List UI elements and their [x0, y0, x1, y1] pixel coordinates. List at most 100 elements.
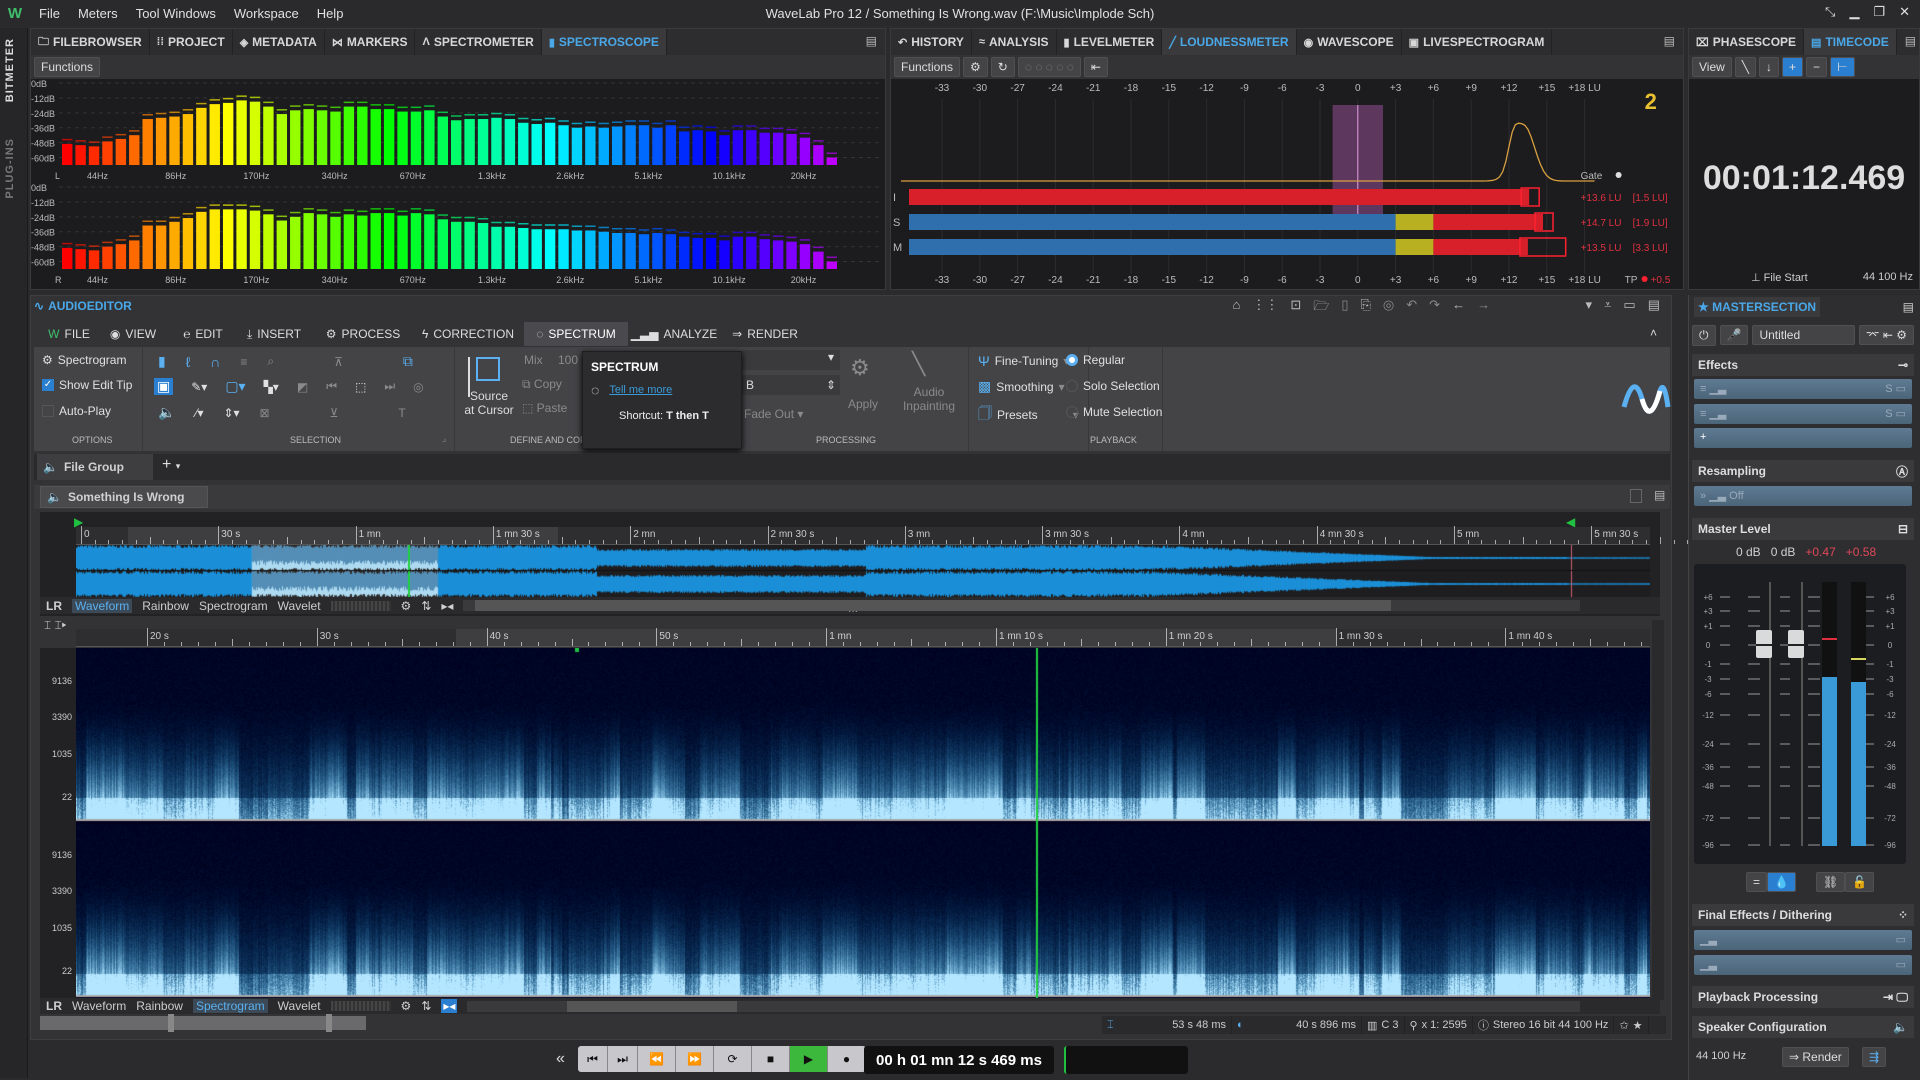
target-icon[interactable]: ◎ — [413, 379, 424, 394]
view-mode-spectrogram[interactable]: Spectrogram — [198, 598, 268, 613]
frame-icon[interactable]: ▢▾ — [225, 378, 246, 394]
ribbon-tab-process[interactable]: ⚙ PROCESS — [322, 322, 404, 346]
audio-format[interactable]: ⓘ Stereo 16 bit 44 100 Hz — [1473, 1016, 1615, 1034]
tab-mastersection[interactable]: ★ MASTERSECTION — [1694, 297, 1821, 317]
effect-slot[interactable]: ≡ ▁▃ S ▭ — [1694, 404, 1912, 424]
splitter-handle[interactable]: ··· — [848, 606, 858, 617]
tab-livespectrogram[interactable]: ▣ LIVESPECTROGRAM — [1402, 29, 1553, 55]
save-as-icon[interactable]: ⎘ — [1360, 297, 1371, 312]
panel-menu-icon[interactable]: ▤ — [865, 34, 877, 48]
vertical-scrollbar[interactable] — [1652, 620, 1664, 1000]
tab-history[interactable]: ↶ HISTORY — [891, 29, 972, 55]
view-button[interactable]: View — [1692, 57, 1732, 77]
collapse-ribbon-icon[interactable]: ˄ — [1650, 326, 1658, 340]
cursor-position[interactable]: ◐ 40 s 896 ms — [1232, 1016, 1362, 1034]
redo-icon[interactable]: ↷ — [1429, 297, 1441, 312]
chain-icon[interactable]: ⛓ — [1815, 872, 1846, 892]
loop-button[interactable]: ⟳ — [714, 1046, 752, 1072]
dock-left-icon[interactable]: ⇤ — [1083, 57, 1108, 77]
gain-right[interactable]: 0 dB — [1770, 545, 1796, 559]
slash-icon[interactable]: ╲ — [1734, 57, 1757, 77]
radio-solo-selection[interactable]: Solo Selection — [1066, 379, 1160, 393]
settings-icon[interactable]: ⚙ — [963, 57, 988, 77]
maximize-icon[interactable]: ❐ — [1873, 4, 1886, 19]
copy-selection-icon[interactable]: ⧉ — [402, 353, 413, 369]
audio-inpainting-button[interactable]: Audio Inpainting — [902, 385, 956, 413]
overview-waveform[interactable] — [76, 545, 1650, 597]
lock-icon[interactable]: 🔓 — [1845, 872, 1875, 892]
save-icon[interactable]: ▯ — [1341, 297, 1349, 312]
tab-wavescope[interactable]: ◉ WAVESCOPE — [1297, 29, 1402, 55]
final-effect-slot[interactable]: ▁▃ ▭ — [1694, 930, 1912, 950]
magic-wand-icon[interactable]: ⁄▾ — [195, 405, 204, 420]
tab-analysis[interactable]: ≈ ANALYSIS — [972, 29, 1057, 55]
plus-icon[interactable]: + — [1782, 57, 1804, 77]
spectrogram-settings-button[interactable]: ⚙ Spectrogram — [42, 353, 127, 367]
presets-button[interactable]: 🗍 Presets ▾ — [978, 403, 1079, 427]
master-tools-icon[interactable]: ⌤ ⇤ ⚙ — [1858, 325, 1914, 345]
panel-menu-icon[interactable]: ▤ — [1654, 488, 1666, 502]
smoothing-button[interactable]: ▩ Smoothing ▾ — [978, 378, 1065, 394]
delete-selection-icon[interactable]: ⊠ — [259, 405, 270, 420]
tab-filebrowser[interactable]: 🗀 FILEBROWSER — [31, 29, 150, 55]
history-icon[interactable]: ◎ — [1382, 297, 1395, 312]
preset-name[interactable]: Untitled — [1752, 325, 1855, 345]
view-mode-spectrogram[interactable]: Spectrogram — [192, 999, 268, 1013]
play-button[interactable]: ▶ — [790, 1046, 828, 1072]
undo-icon[interactable]: ↶ — [1406, 297, 1418, 312]
radio-regular[interactable]: Regular — [1066, 353, 1125, 367]
mix-value[interactable]: 100 — [558, 353, 579, 367]
expand-up-icon[interactable]: ⊼ — [334, 354, 343, 369]
tab-plug-ins[interactable]: PLUG-INS — [4, 138, 16, 199]
layout-icon[interactable]: ▤ — [1647, 297, 1660, 312]
minimize-icon[interactable]: ▁ — [1849, 4, 1860, 19]
view-mode-waveform[interactable]: Waveform — [72, 999, 127, 1013]
gain-left[interactable]: 0 dB — [1736, 545, 1761, 559]
ribbon-tab-edit[interactable]: ℮ EDIT — [176, 322, 230, 346]
view-mode-rainbow[interactable]: Rainbow — [142, 598, 189, 613]
select-time-icon[interactable]: ▮ — [158, 353, 166, 369]
unit-stepper[interactable]: B ⇕ — [742, 375, 840, 395]
add-effect-button[interactable]: + — [1694, 428, 1912, 448]
back-icon[interactable]: ← — [1452, 297, 1466, 312]
spectrogram-view[interactable] — [76, 648, 1650, 998]
tell-me-more-link[interactable]: Tell me more — [609, 384, 673, 396]
swap-icon[interactable]: ⇅ — [421, 598, 432, 613]
fade-out-button[interactable]: Fade Out ▾ — [744, 407, 804, 421]
go-end-button[interactable]: ⏭ — [608, 1046, 638, 1072]
ribbon-tab-view[interactable]: ◉ VIEW — [104, 322, 162, 346]
tab-spectroscope[interactable]: ▮ SPECTROSCOPE — [541, 29, 667, 55]
window-icon[interactable]: ▭ — [1623, 297, 1636, 312]
final-effects-header[interactable]: Final Effects / Dithering ⁘ — [1692, 904, 1914, 926]
menu-tool-windows[interactable]: Tool Windows — [135, 5, 216, 21]
tab-loudnessmeter[interactable]: ╱ LOUDNESSMETER — [1162, 29, 1297, 55]
forward-icon[interactable]: → — [1477, 297, 1491, 312]
tab-markers[interactable]: ⋈ MARKERS — [325, 29, 416, 55]
lasso-icon[interactable]: ℓ — [185, 353, 191, 370]
view-mode-rainbow[interactable]: Rainbow — [136, 999, 183, 1013]
auto-play-checkbox[interactable]: Auto-Play — [42, 404, 111, 418]
tab-metadata[interactable]: ◈ METADATA — [233, 29, 325, 55]
sync-icon[interactable]: ▸◂ — [441, 598, 454, 613]
minus-icon[interactable]: − — [1806, 57, 1828, 77]
expand-down-icon[interactable]: ⊻ — [329, 405, 339, 420]
speaker-configuration-header[interactable]: Speaker Configuration 🔈 — [1692, 1016, 1914, 1038]
favorites[interactable]: ✩ ★ — [1614, 1016, 1649, 1034]
history-dropdown[interactable]: ▾ — [1585, 297, 1593, 312]
render-options-icon[interactable]: ⇶ — [1862, 1047, 1887, 1067]
transport-time-display[interactable]: 00 h 01 mn 12 s 469 ms — [864, 1046, 1054, 1074]
wavelab-logo-icon[interactable]: W — [7, 4, 23, 22]
file-tab[interactable]: 🔈 Something Is Wrong — [40, 486, 208, 508]
grid-select-icon[interactable]: ▚▾ — [263, 379, 279, 394]
view-mode-wavelet[interactable]: Wavelet — [277, 999, 321, 1013]
render-button[interactable]: ⇒ Render — [1782, 1047, 1849, 1067]
ribbon-tab-analyze[interactable]: ▁▃▅ ANALYZE — [631, 322, 717, 346]
copy-button[interactable]: ⧉ Copy — [522, 377, 562, 391]
grid-icon[interactable]: ⋮⋮ — [1252, 297, 1279, 312]
brush-icon[interactable]: ✎▾ — [191, 379, 208, 394]
zoom-wheel[interactable] — [330, 1001, 391, 1011]
presets-icon[interactable]: ◌ ◌ ◌ ◌ ◌ — [1017, 57, 1081, 77]
settings-icon[interactable]: ⚙ — [400, 999, 412, 1013]
processing-dropdown[interactable]: ▾ — [742, 350, 840, 370]
show-edit-tip-checkbox[interactable]: ✓ Show Edit Tip — [42, 378, 133, 392]
